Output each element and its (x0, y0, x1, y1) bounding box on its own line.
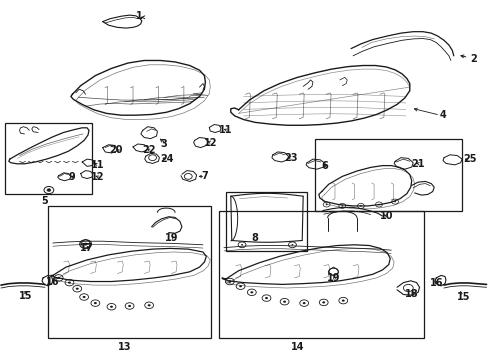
Circle shape (147, 304, 150, 306)
Text: 7: 7 (201, 171, 207, 181)
Circle shape (291, 244, 293, 246)
Text: 9: 9 (69, 172, 76, 182)
Circle shape (239, 285, 242, 287)
Bar (48, 206, 211, 338)
Circle shape (82, 296, 85, 298)
Text: 15: 15 (456, 292, 469, 302)
Bar (219, 211, 424, 338)
Text: 14: 14 (290, 342, 304, 352)
Text: 17: 17 (80, 243, 94, 253)
Circle shape (302, 302, 305, 304)
Text: 11: 11 (219, 125, 232, 135)
Circle shape (359, 205, 361, 207)
Text: 8: 8 (251, 233, 258, 243)
Text: 5: 5 (41, 196, 48, 206)
Text: 18: 18 (404, 289, 418, 300)
Circle shape (68, 282, 71, 284)
Text: 6: 6 (321, 161, 328, 171)
Text: 13: 13 (118, 342, 131, 352)
Text: 21: 21 (410, 159, 424, 169)
Text: 20: 20 (109, 145, 123, 156)
Bar (5, 123, 92, 194)
Circle shape (264, 297, 267, 299)
Text: 22: 22 (142, 145, 156, 156)
Text: 4: 4 (438, 110, 445, 120)
Text: 1: 1 (136, 11, 142, 21)
Text: 3: 3 (160, 139, 167, 149)
Circle shape (283, 301, 285, 303)
Text: 16: 16 (428, 278, 442, 288)
Circle shape (325, 204, 327, 205)
Text: 19: 19 (326, 273, 340, 283)
Text: 11: 11 (91, 160, 104, 170)
Circle shape (241, 244, 243, 246)
Text: 10: 10 (379, 211, 392, 221)
Circle shape (47, 189, 51, 192)
Text: 19: 19 (165, 233, 179, 243)
Circle shape (110, 306, 113, 308)
Circle shape (57, 277, 60, 279)
Text: 15: 15 (19, 291, 32, 301)
Circle shape (83, 243, 87, 246)
Circle shape (128, 305, 131, 307)
Circle shape (393, 201, 395, 202)
Circle shape (228, 280, 231, 283)
Text: 12: 12 (91, 172, 104, 182)
Circle shape (250, 291, 253, 293)
Text: 23: 23 (284, 153, 297, 163)
Text: 12: 12 (203, 138, 217, 148)
Text: 24: 24 (160, 154, 174, 164)
Bar (315, 139, 461, 211)
Text: 25: 25 (463, 154, 476, 164)
Circle shape (76, 288, 79, 290)
Text: 16: 16 (46, 276, 60, 287)
Circle shape (322, 301, 325, 303)
Text: 2: 2 (469, 54, 476, 64)
Circle shape (377, 204, 379, 205)
Circle shape (341, 205, 343, 207)
Circle shape (94, 302, 97, 304)
Bar (225, 192, 306, 251)
Circle shape (341, 300, 344, 302)
